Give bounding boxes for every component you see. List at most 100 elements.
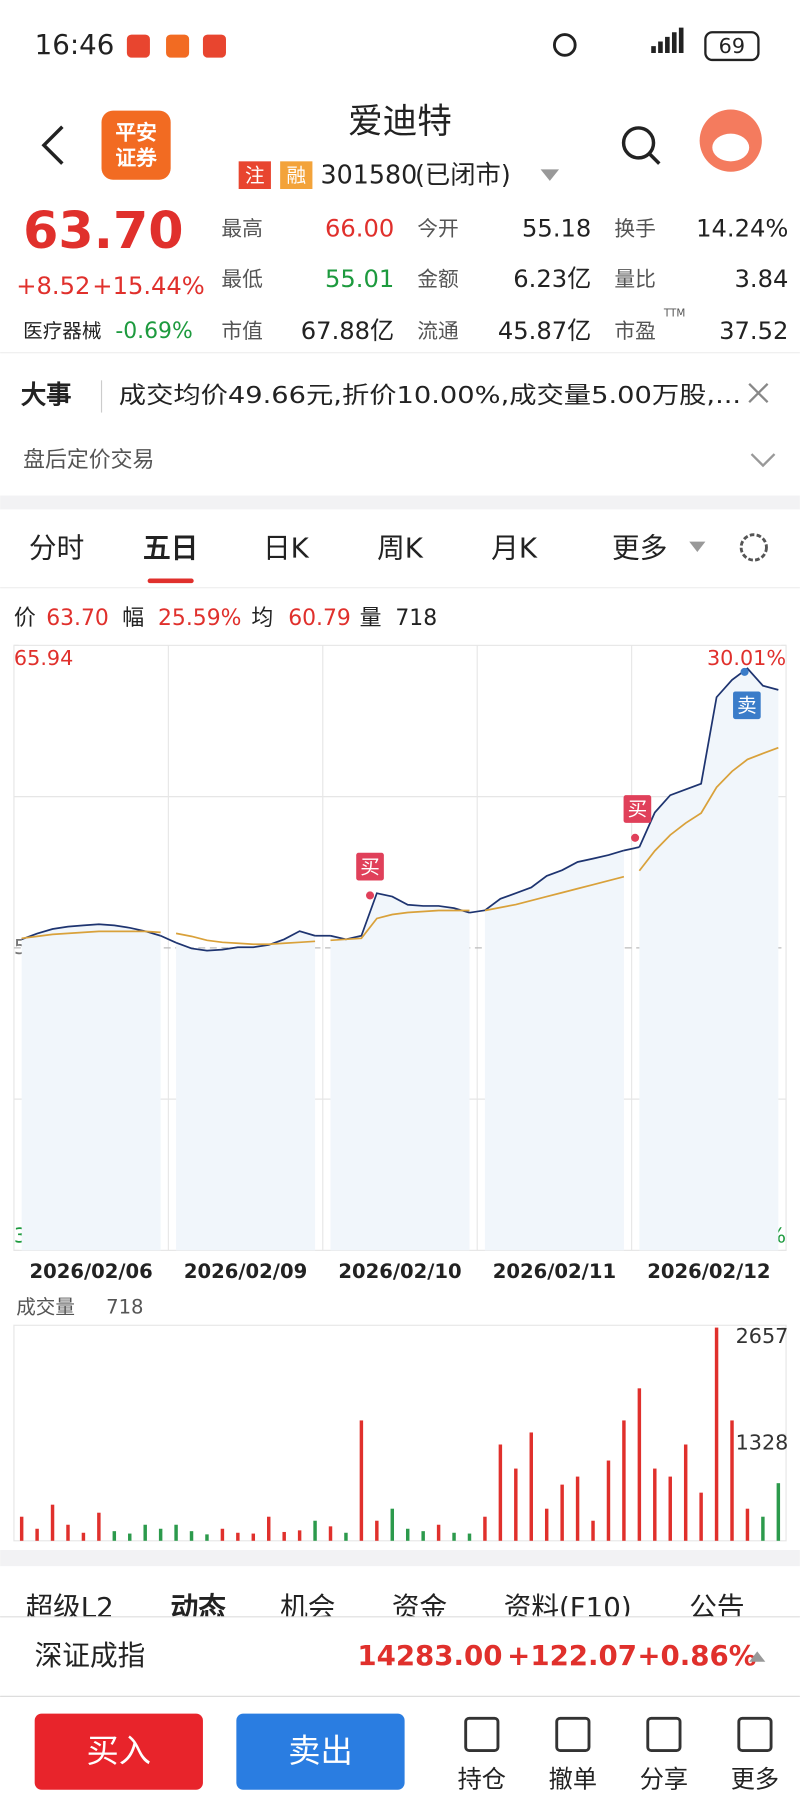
expand-arrow[interactable] (749, 1651, 766, 1662)
stat-label: 换手 (614, 216, 655, 240)
search-button[interactable] (647, 152, 661, 165)
tab-indicator (147, 578, 194, 584)
status-icon (552, 33, 577, 57)
price-area (639, 668, 779, 1251)
dropdown-arrow[interactable] (540, 169, 560, 181)
sell-button[interactable] (236, 1713, 405, 1790)
nav-icon[interactable] (737, 1716, 773, 1752)
info-label: 价 (14, 606, 36, 631)
back-button[interactable] (41, 125, 64, 165)
tab[interactable]: 日K (263, 532, 310, 565)
marker-label: 买 (628, 798, 648, 821)
index-bar[interactable] (0, 1616, 800, 1697)
price-line (330, 892, 470, 941)
marker[interactable] (356, 852, 384, 881)
info-value: 63.70 (46, 606, 109, 631)
nav-label[interactable]: 分享 (640, 1765, 688, 1793)
volume-bar (390, 1508, 395, 1541)
volume-bar (19, 1516, 24, 1541)
connector (160, 934, 177, 944)
volume-bar (66, 1524, 70, 1541)
nav-label[interactable]: 持仓 (458, 1765, 506, 1793)
sector: 医疗器械 (23, 319, 101, 342)
tab[interactable]: 五日 (143, 532, 198, 565)
logo-text: 证券 (115, 146, 157, 170)
volume-bar (761, 1516, 765, 1541)
buy-button[interactable] (34, 1713, 203, 1790)
volume-bar (344, 1532, 348, 1541)
price-line (21, 923, 161, 941)
avg-line (484, 875, 625, 912)
price-area (484, 850, 624, 1251)
volume-bar (514, 1468, 518, 1541)
info-value: 718 (395, 606, 437, 631)
search-button[interactable] (621, 126, 656, 160)
nav-icon[interactable] (555, 1716, 591, 1752)
volume-bar (97, 1512, 101, 1541)
tab[interactable]: 周K (377, 532, 424, 565)
close-button[interactable] (748, 382, 769, 404)
nav-label[interactable]: 更多 (731, 1765, 779, 1793)
marker[interactable] (623, 795, 652, 823)
avg-line (638, 746, 779, 872)
volume-bar (776, 1483, 781, 1541)
stat-value: 66.00 (325, 214, 394, 242)
volume-bar (220, 1528, 225, 1541)
volume-bar (375, 1520, 379, 1541)
x-tick-label: 2026/02/12 (647, 1260, 770, 1283)
volume-bar (359, 1420, 364, 1541)
signal-icon (651, 27, 684, 54)
tag-text: 注 (245, 164, 265, 187)
nav-icon[interactable] (646, 1716, 682, 1752)
stats-grid: 最高 66.00 今开 55.18 换手 14.24% 最低 55.01 金额 6.23亿 量比 3.… (221, 214, 788, 345)
tag (280, 161, 313, 189)
y-tick-label: 65.94 (14, 646, 73, 670)
x-tick-label: 2026/02/11 (493, 1260, 616, 1283)
volume-bar (467, 1533, 472, 1541)
stat-label: 市盈 (614, 319, 655, 343)
stat-value: 6.23亿 (513, 265, 591, 293)
news-text[interactable]: 成交均价49.66元,折价10.00%,成交量5.00万股,... (119, 383, 741, 409)
price-line (484, 849, 625, 911)
info-label: 量 (360, 606, 382, 631)
volume-bar (606, 1460, 611, 1541)
nav-icon[interactable] (464, 1716, 500, 1752)
status-time: 16:46 (35, 28, 115, 61)
volume-bar (483, 1516, 487, 1541)
nav-label[interactable]: 撤单 (549, 1765, 597, 1793)
volume-bar (174, 1524, 178, 1541)
expand-button[interactable] (750, 453, 776, 468)
connector (623, 846, 640, 852)
price-line (638, 667, 779, 848)
stat-value: 55.18 (522, 214, 591, 242)
stat-label: 市值 (221, 319, 262, 343)
x-tick-label: 2026/02/10 (338, 1260, 461, 1283)
tab[interactable]: 月K (491, 532, 538, 565)
battery-level: 69 (719, 34, 745, 58)
settings-button[interactable] (739, 533, 768, 562)
info-value: 25.59% (158, 606, 241, 631)
marker[interactable] (733, 691, 761, 720)
stat-label: 流通 (417, 319, 459, 343)
volume-bar (50, 1504, 55, 1541)
buy-label: 买入 (87, 1732, 152, 1770)
battery (704, 31, 760, 62)
tab[interactable]: 更多 (612, 532, 667, 565)
volume-bar (205, 1534, 209, 1541)
price-area (176, 931, 316, 1251)
status-icon (202, 34, 226, 58)
volume-bar (575, 1476, 580, 1541)
volume-bar (297, 1530, 302, 1541)
volume-bar (189, 1531, 194, 1541)
price-area (330, 893, 470, 1251)
volume-bar (668, 1476, 672, 1541)
tab[interactable]: 分时 (29, 532, 84, 565)
dropdown-arrow[interactable] (689, 541, 706, 553)
info-value: 60.79 (288, 606, 351, 631)
x-tick-label: 2026/02/09 (184, 1260, 307, 1283)
ttm: TTM (663, 307, 685, 319)
avg-line (330, 909, 470, 942)
tag (238, 161, 271, 189)
volume-tick-label: 2657 (736, 1324, 789, 1348)
avg-line (21, 930, 161, 940)
